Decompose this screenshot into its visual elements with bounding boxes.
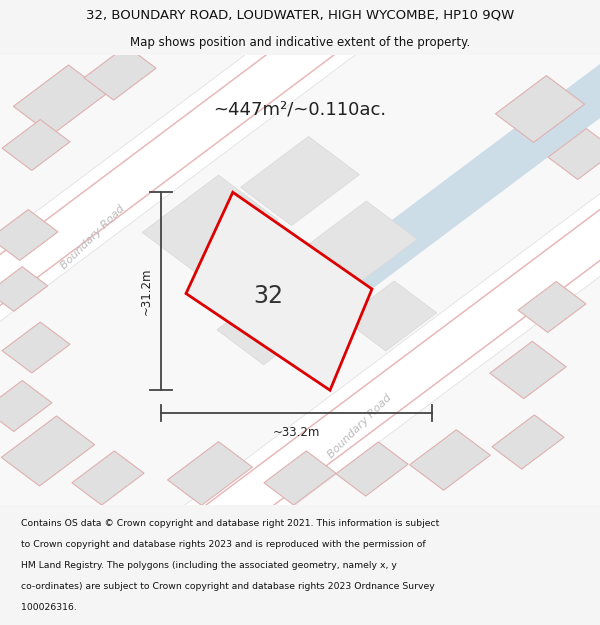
- Polygon shape: [167, 442, 253, 506]
- Text: Boundary Road: Boundary Road: [326, 392, 394, 460]
- Text: ~31.2m: ~31.2m: [139, 268, 152, 315]
- Polygon shape: [264, 451, 336, 505]
- Text: 32, BOUNDARY ROAD, LOUDWATER, HIGH WYCOMBE, HP10 9QW: 32, BOUNDARY ROAD, LOUDWATER, HIGH WYCOM…: [86, 9, 514, 22]
- Polygon shape: [250, 8, 600, 354]
- Polygon shape: [91, 196, 600, 625]
- Polygon shape: [0, 209, 58, 261]
- Polygon shape: [336, 442, 408, 496]
- Polygon shape: [343, 281, 437, 351]
- Text: ~447m²/~0.110ac.: ~447m²/~0.110ac.: [214, 100, 386, 118]
- FancyBboxPatch shape: [0, 55, 600, 505]
- Polygon shape: [492, 415, 564, 469]
- Polygon shape: [0, 267, 47, 311]
- Text: HM Land Registry. The polygons (including the associated geometry, namely x, y: HM Land Registry. The polygons (includin…: [21, 561, 397, 571]
- Text: Map shows position and indicative extent of the property.: Map shows position and indicative extent…: [130, 36, 470, 49]
- Polygon shape: [58, 170, 600, 616]
- Polygon shape: [241, 136, 359, 226]
- Text: Contains OS data © Crown copyright and database right 2021. This information is : Contains OS data © Crown copyright and d…: [21, 519, 439, 528]
- Polygon shape: [0, 381, 52, 431]
- Text: Boundary Road: Boundary Road: [59, 204, 127, 271]
- Polygon shape: [518, 281, 586, 332]
- Polygon shape: [1, 416, 95, 486]
- Text: ~33.2m: ~33.2m: [273, 426, 320, 439]
- Polygon shape: [496, 76, 584, 142]
- Text: to Crown copyright and database rights 2023 and is reproduced with the permissio: to Crown copyright and database rights 2…: [21, 541, 425, 549]
- Polygon shape: [217, 285, 323, 365]
- Polygon shape: [47, 162, 600, 625]
- Polygon shape: [186, 192, 372, 390]
- Polygon shape: [0, 0, 413, 391]
- Text: 32: 32: [253, 284, 283, 308]
- Polygon shape: [410, 430, 490, 490]
- Polygon shape: [2, 119, 70, 171]
- Polygon shape: [72, 451, 144, 505]
- Polygon shape: [0, 0, 457, 424]
- Polygon shape: [303, 201, 417, 287]
- Polygon shape: [142, 175, 278, 277]
- Text: co-ordinates) are subject to Crown copyright and database rights 2023 Ordnance S: co-ordinates) are subject to Crown copyr…: [21, 582, 435, 591]
- Polygon shape: [2, 322, 70, 373]
- Polygon shape: [490, 341, 566, 399]
- Text: 100026316.: 100026316.: [21, 603, 77, 612]
- Polygon shape: [84, 46, 156, 100]
- Polygon shape: [548, 129, 600, 179]
- Polygon shape: [13, 65, 107, 135]
- Polygon shape: [0, 0, 446, 417]
